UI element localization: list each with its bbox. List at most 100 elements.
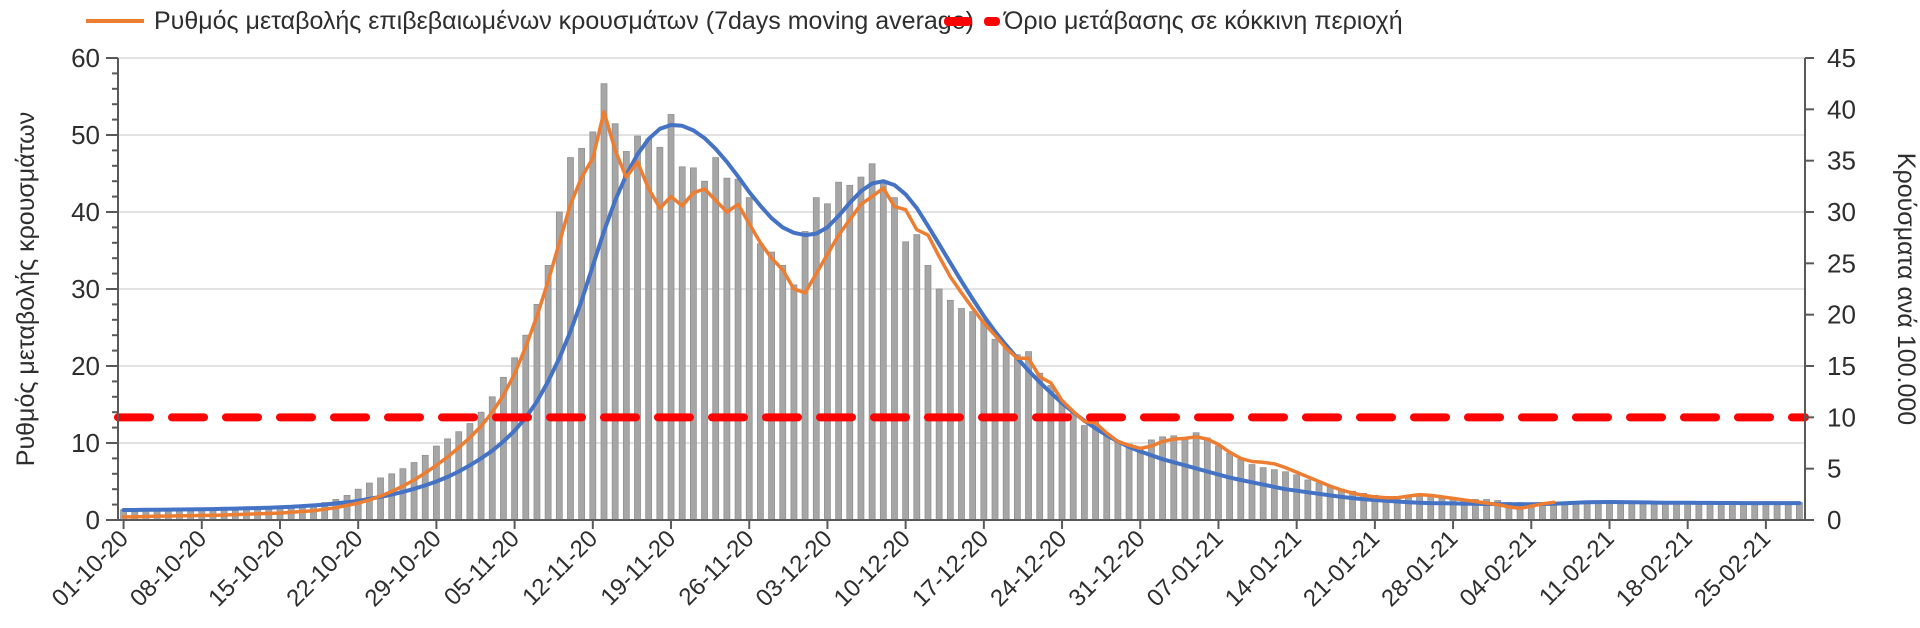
bar xyxy=(1661,502,1669,521)
bar xyxy=(790,284,798,521)
bar xyxy=(1013,354,1021,521)
right-tick-label: 20 xyxy=(1827,300,1856,330)
x-tick-label: 26-11-20 xyxy=(674,525,760,611)
x-tick-label: 24-12-20 xyxy=(985,525,1072,612)
right-tick-label: 40 xyxy=(1827,94,1856,124)
legend-label-red-threshold: Όριο μετάβασης σε κόκκινη περιοχή xyxy=(1004,6,1403,35)
bar xyxy=(1148,439,1155,521)
bar xyxy=(712,157,720,521)
x-tick-label: 03-12-20 xyxy=(751,525,838,612)
bar xyxy=(879,180,887,521)
left-axis-title: Ρυθμός μεταβολής κρουσμάτων xyxy=(12,112,40,466)
bar xyxy=(913,234,921,521)
bar xyxy=(745,197,753,521)
bar xyxy=(1684,502,1692,521)
x-tick-label: 05-11-20 xyxy=(439,525,525,611)
left-tick-label: 30 xyxy=(71,274,100,304)
right-tick-label: 5 xyxy=(1827,454,1841,484)
x-tick-label: 10-12-20 xyxy=(829,525,916,612)
legend-label-moving-average: Ρυθμός μεταβολής επιβεβαιωμένων κρουσμάτ… xyxy=(154,6,974,35)
bar xyxy=(1706,502,1714,521)
bar xyxy=(1326,485,1334,521)
right-tick-label: 10 xyxy=(1827,402,1856,432)
bar xyxy=(868,163,876,521)
bar xyxy=(1159,436,1166,521)
bar xyxy=(1784,502,1792,521)
right-tick-label: 0 xyxy=(1827,505,1841,535)
x-tick-label: 01-10-20 xyxy=(47,525,134,612)
bar xyxy=(991,338,999,521)
axes xyxy=(106,57,1814,529)
bar xyxy=(1572,502,1580,521)
line-series xyxy=(121,110,1802,519)
bar xyxy=(1751,502,1759,521)
bar xyxy=(589,131,597,521)
bar xyxy=(801,231,809,521)
x-tick-label: 31-12-20 xyxy=(1064,525,1151,612)
bar xyxy=(634,135,641,521)
legend-item-red-threshold: Όριο μετάβασης σε κόκκινη περιοχή xyxy=(944,4,1403,38)
bar xyxy=(935,288,943,521)
bar xyxy=(1293,474,1301,521)
x-tick-label: 04-02-21 xyxy=(1455,525,1542,612)
bar xyxy=(533,304,541,521)
bar xyxy=(1103,433,1111,521)
bar xyxy=(622,151,630,521)
bar xyxy=(1226,452,1234,521)
bar xyxy=(1170,435,1178,521)
bar xyxy=(969,311,977,521)
bar xyxy=(1259,467,1267,521)
bar xyxy=(1337,488,1345,521)
x-tick-label: 17-12-20 xyxy=(907,525,994,612)
left-tick-label: 50 xyxy=(71,120,100,150)
bar xyxy=(1539,504,1546,521)
left-tick-label: 60 xyxy=(71,43,100,73)
x-tick-label: 29-10-20 xyxy=(360,525,447,612)
right-tick-label: 35 xyxy=(1827,146,1856,176)
bar xyxy=(846,184,854,521)
x-tick-label: 08-10-20 xyxy=(125,525,212,612)
bar xyxy=(891,197,898,521)
bar xyxy=(343,494,351,521)
bar xyxy=(678,166,686,521)
bar xyxy=(779,265,787,521)
bar xyxy=(1416,496,1423,521)
bar xyxy=(1796,502,1803,521)
bar xyxy=(723,177,731,521)
moving-average-line xyxy=(121,110,1556,519)
bar xyxy=(924,265,932,521)
bar xyxy=(611,123,619,521)
bar xyxy=(667,114,675,521)
bar xyxy=(1192,432,1200,521)
bar xyxy=(1181,438,1189,521)
x-tick-label: 15-10-20 xyxy=(203,525,290,612)
x-tick-label: 28-01-21 xyxy=(1376,525,1463,612)
bar xyxy=(1673,502,1680,521)
x-tick-label: 18-02-21 xyxy=(1611,525,1698,612)
bar xyxy=(857,176,865,521)
bar xyxy=(1248,464,1256,521)
left-tick-label: 0 xyxy=(86,505,100,535)
bar xyxy=(1617,501,1625,521)
bar xyxy=(1270,469,1278,521)
x-tick-label: 14-01-21 xyxy=(1220,525,1307,612)
bar xyxy=(1628,502,1636,521)
bar xyxy=(1203,437,1211,521)
x-tick-label: 11-02-21 xyxy=(1534,525,1620,611)
bar xyxy=(1315,482,1323,521)
bar xyxy=(1237,459,1245,521)
bar xyxy=(1550,504,1558,521)
bar xyxy=(1349,490,1356,521)
bar xyxy=(1114,440,1122,521)
bar xyxy=(1092,421,1099,521)
bar xyxy=(1215,445,1222,521)
bar xyxy=(1427,496,1435,521)
bar xyxy=(812,197,820,521)
left-tick-label: 10 xyxy=(71,428,100,458)
bar xyxy=(757,243,764,521)
right-tick-label: 30 xyxy=(1827,197,1856,227)
bar xyxy=(1405,496,1412,521)
left-tick-label: 20 xyxy=(71,351,100,381)
bars-series xyxy=(120,83,1803,521)
